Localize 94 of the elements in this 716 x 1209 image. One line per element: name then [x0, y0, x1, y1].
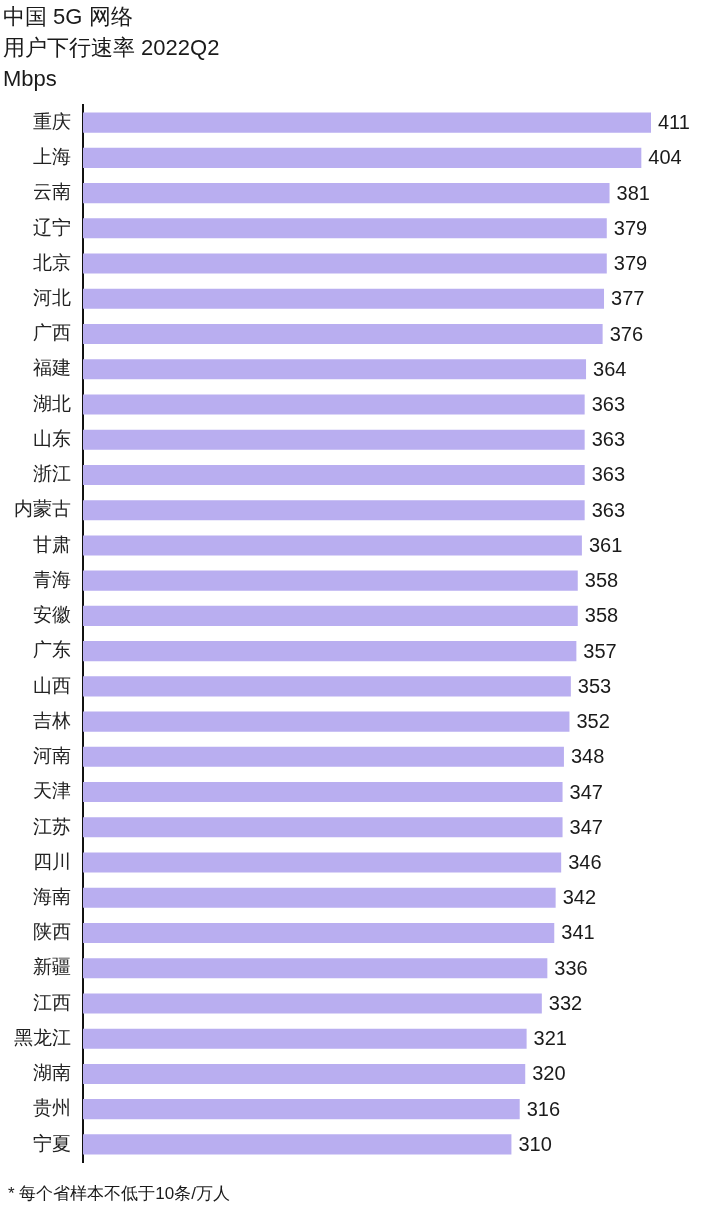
y-tick-label: 青海	[33, 568, 71, 590]
y-tick-label: 上海	[33, 146, 71, 168]
y-tick-label: 江苏	[33, 815, 71, 837]
data-label: 332	[548, 991, 583, 1014]
data-label: 310	[518, 1132, 552, 1155]
y-tick-label: 天津	[33, 780, 71, 802]
bar	[83, 288, 605, 309]
bar	[83, 852, 562, 873]
bar	[83, 958, 548, 979]
data-label: 376	[609, 322, 644, 345]
data-label: 363	[591, 498, 626, 521]
y-tick-label: 江西	[33, 991, 71, 1013]
bar	[83, 817, 563, 838]
y-tick-label: 黑龙江	[14, 1026, 71, 1048]
bar	[83, 1099, 520, 1120]
bar	[83, 887, 556, 908]
y-tick-label: 贵州	[33, 1097, 71, 1119]
data-label: 341	[561, 921, 595, 944]
bar	[83, 183, 610, 204]
y-tick-label: 海南	[33, 885, 71, 907]
bar	[83, 112, 651, 133]
bar	[83, 1028, 527, 1049]
y-tick-label: 甘肃	[33, 533, 71, 555]
bar	[83, 922, 555, 944]
bar	[83, 500, 585, 521]
y-tick-label: 新疆	[33, 956, 71, 978]
y-tick-label: 宁夏	[33, 1132, 71, 1154]
bar	[83, 429, 585, 450]
y-tick-label: 湖南	[33, 1062, 71, 1084]
y-tick-label: 广东	[33, 639, 71, 661]
data-label: 381	[616, 181, 650, 204]
y-tick-label: 河南	[33, 745, 71, 767]
bar	[83, 711, 570, 732]
bar	[83, 993, 542, 1014]
text: * 每个省样本不低于10条/万人	[8, 1183, 230, 1205]
data-label: 364	[593, 357, 627, 380]
bar	[83, 253, 607, 274]
x-axis-title: Mbps	[3, 65, 57, 93]
data-label: 357	[583, 639, 617, 662]
data-label: 377	[611, 287, 645, 310]
data-label: 352	[576, 710, 610, 733]
data-label: 361	[588, 533, 623, 556]
y-tick-label: 内蒙古	[14, 498, 71, 520]
data-label: 363	[591, 428, 626, 451]
y-tick-label: 浙江	[33, 463, 71, 485]
data-label: 379	[613, 216, 648, 239]
bar	[83, 570, 578, 591]
data-label: 358	[584, 604, 619, 627]
y-tick-label: 福建	[33, 357, 71, 379]
y-tick-label: 吉林	[33, 709, 71, 731]
y-tick-label: 陕西	[33, 921, 71, 943]
data-label: 358	[584, 569, 619, 592]
data-label: 336	[554, 956, 588, 979]
bar	[83, 464, 585, 485]
data-label: 347	[569, 815, 603, 838]
data-label: 316	[526, 1097, 561, 1120]
bar	[83, 394, 585, 415]
chart-title: 中国 5G 网络	[3, 3, 133, 31]
data-label: 320	[532, 1062, 566, 1085]
y-tick-label: 山西	[33, 674, 71, 696]
bar	[83, 535, 582, 556]
data-label: 363	[591, 393, 626, 415]
y-tick-label: 山东	[33, 427, 71, 449]
data-label: 411	[658, 111, 690, 134]
bar	[83, 782, 563, 803]
data-label: 348	[570, 745, 605, 768]
y-tick-label: 广西	[33, 322, 71, 344]
bar	[83, 147, 642, 168]
bar	[83, 359, 587, 380]
bar	[83, 1134, 512, 1155]
bar	[83, 1063, 526, 1084]
y-tick-label: 安徽	[33, 604, 71, 626]
data-label: 347	[569, 780, 603, 803]
data-label: 379	[613, 252, 648, 275]
data-label: 346	[568, 851, 602, 874]
y-tick-label: 云南	[33, 181, 71, 203]
bar	[83, 676, 571, 697]
data-label: 353	[577, 674, 612, 697]
bar	[83, 218, 607, 239]
bar	[83, 605, 578, 626]
y-tick-label: 北京	[33, 251, 71, 273]
data-label: 342	[562, 886, 597, 909]
chart-subtitle: 用户下行速率 2022Q2	[3, 34, 220, 62]
bar	[83, 746, 564, 767]
y-tick-label: 湖北	[33, 392, 71, 414]
bar	[83, 323, 603, 345]
data-label: 363	[591, 463, 626, 486]
data-label: 404	[648, 146, 682, 169]
y-tick-label: 四川	[33, 850, 71, 872]
y-tick-label: 辽宁	[33, 216, 71, 238]
y-tick-label: 河北	[33, 287, 71, 309]
data-label: 321	[533, 1027, 567, 1050]
bar	[83, 641, 577, 662]
y-tick-label: 重庆	[33, 110, 71, 132]
